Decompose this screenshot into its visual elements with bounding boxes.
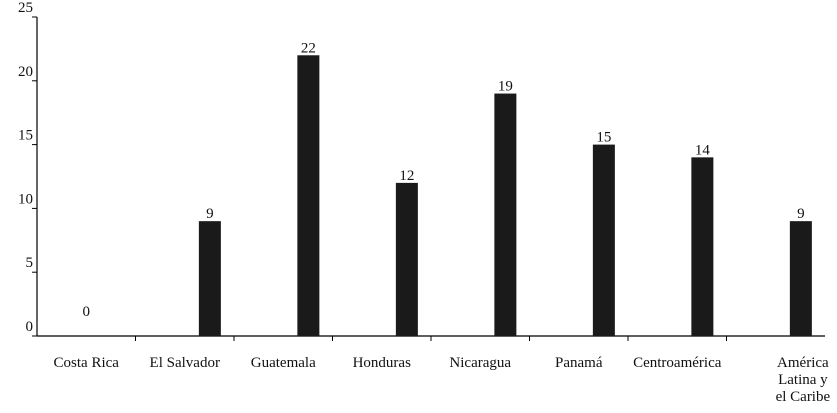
data-label: 9 [797,206,805,222]
y-tick-label: 5 [26,255,34,271]
bars [198,55,812,336]
y-tick-label: 10 [18,191,33,207]
data-label: 19 [498,79,513,95]
x-axis [37,335,825,341]
y-tick-label: 20 [18,64,33,80]
data-label: 9 [206,206,214,222]
bar [395,182,418,336]
data-labels: 0 9 22 12 19 15 14 9 [83,40,805,320]
category-label: Honduras [353,355,411,371]
category-label: Costa Rica [54,355,120,371]
category-label: El Salvador [150,355,220,371]
bar [592,144,615,336]
y-tick-label: 25 [18,0,33,16]
category-label: América [777,355,829,371]
category-label: Latina y [778,372,828,388]
category-label: Guatemala [251,355,316,371]
data-label: 12 [399,168,414,184]
bar [297,55,320,336]
data-label: 22 [301,40,316,56]
y-tick-label: 15 [18,128,33,144]
bar [691,157,714,336]
category-label: Nicaragua [449,355,511,371]
category-label: el Caribe [776,389,831,405]
bar [789,221,812,336]
y-axis: 0 5 10 15 20 25 [18,0,38,337]
category-label: Centroamérica [633,355,722,371]
category-label: Panamá [555,355,603,371]
category-labels: Costa Rica El Salvador Guatemala Honduras Ni… [54,355,831,405]
bar [198,221,221,336]
bar [494,93,517,336]
data-label: 15 [596,130,611,146]
data-label: 14 [695,142,711,158]
y-tick-label: 0 [26,319,34,335]
data-label: 0 [83,304,91,320]
